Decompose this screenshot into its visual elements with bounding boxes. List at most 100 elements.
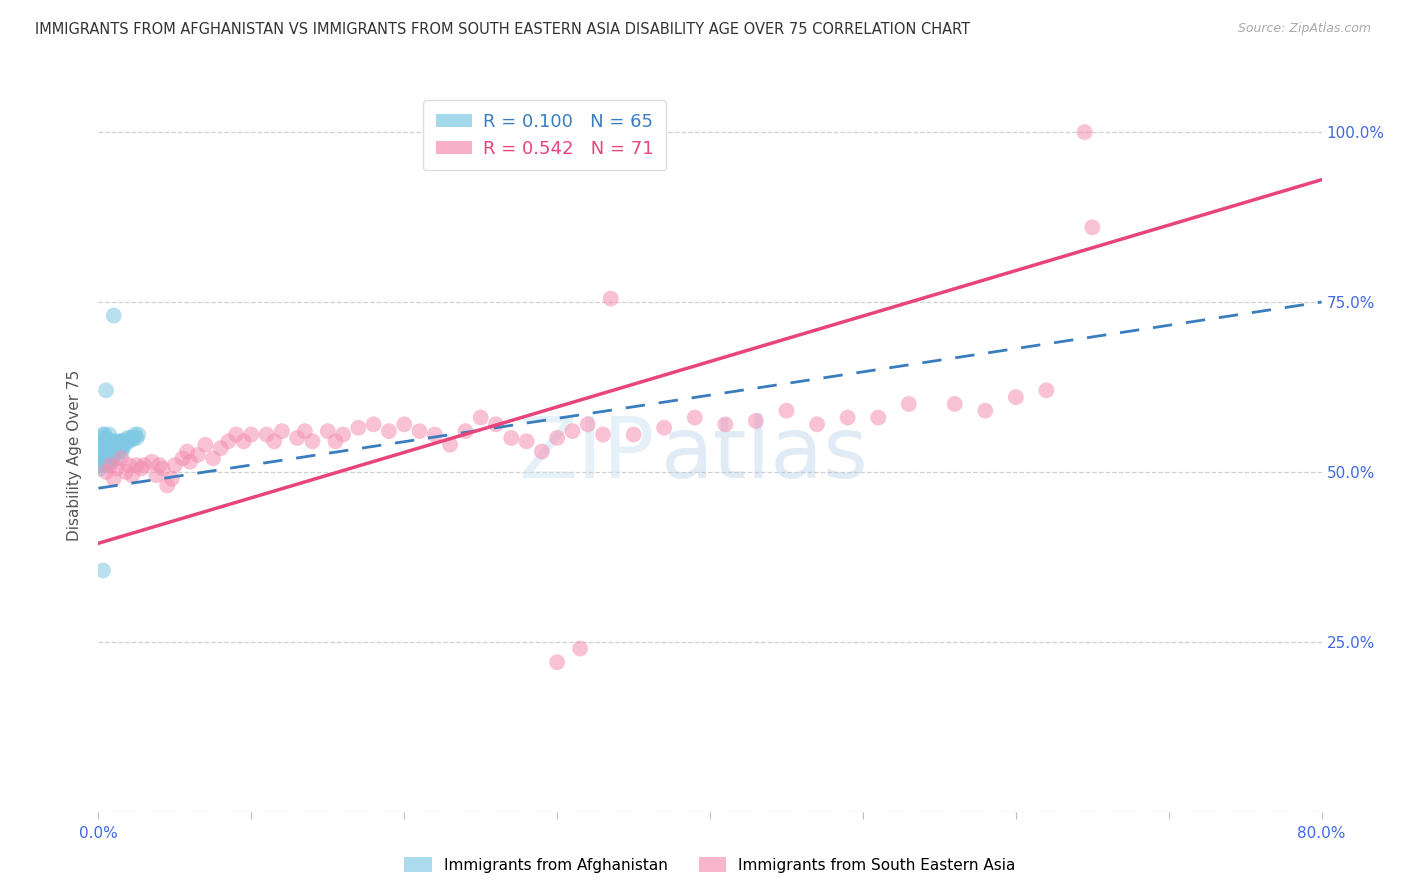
Point: [1081, 220, 1104, 235]
Point: [103, 448, 125, 462]
Point: [561, 424, 583, 438]
Point: [98, 427, 121, 442]
Point: [1035, 384, 1057, 398]
Point: [98, 444, 121, 458]
Point: [897, 397, 920, 411]
Point: [546, 655, 568, 669]
Legend: Immigrants from Afghanistan, Immigrants from South Eastern Asia: Immigrants from Afghanistan, Immigrants …: [398, 851, 1022, 879]
Point: [105, 461, 128, 475]
Point: [187, 448, 209, 462]
Point: [176, 444, 198, 458]
Point: [94, 438, 117, 452]
Point: [325, 434, 347, 449]
Point: [105, 434, 128, 449]
Point: [163, 458, 186, 472]
Point: [107, 444, 129, 458]
Point: [530, 444, 553, 458]
Point: [103, 441, 125, 455]
Point: [270, 424, 292, 438]
Point: [103, 472, 125, 486]
Point: [217, 434, 239, 449]
Point: [105, 441, 128, 455]
Point: [347, 421, 370, 435]
Point: [1004, 390, 1026, 404]
Point: [546, 431, 568, 445]
Point: [868, 410, 890, 425]
Text: atlas: atlas: [661, 413, 869, 497]
Point: [454, 424, 477, 438]
Point: [97, 455, 120, 469]
Point: [592, 427, 614, 442]
Point: [745, 414, 768, 428]
Point: [714, 417, 737, 432]
Point: [569, 641, 592, 656]
Point: [129, 461, 152, 475]
Point: [91, 438, 114, 452]
Point: [110, 451, 132, 466]
Point: [89, 451, 111, 466]
Point: [111, 434, 134, 449]
Point: [115, 465, 138, 479]
Point: [97, 441, 120, 455]
Point: [179, 455, 201, 469]
Point: [98, 438, 121, 452]
Point: [160, 472, 183, 486]
Point: [121, 468, 143, 483]
Point: [120, 431, 142, 445]
Point: [202, 451, 225, 466]
Y-axis label: Disability Age Over 75: Disability Age Over 75: [67, 369, 83, 541]
Point: [115, 434, 138, 449]
Point: [118, 458, 141, 472]
Point: [294, 424, 316, 438]
Point: [97, 448, 120, 462]
Point: [124, 427, 146, 442]
Point: [149, 458, 172, 472]
Point: [623, 427, 645, 442]
Point: [470, 410, 492, 425]
Point: [94, 451, 117, 466]
Point: [118, 434, 141, 449]
Point: [141, 455, 163, 469]
Point: [232, 434, 254, 449]
Point: [89, 461, 111, 475]
Point: [516, 434, 538, 449]
Point: [485, 417, 508, 432]
Point: [125, 431, 148, 445]
Point: [125, 458, 148, 472]
Point: [91, 564, 114, 578]
Point: [90, 434, 112, 449]
Point: [101, 441, 124, 455]
Point: [94, 431, 117, 445]
Point: [100, 455, 122, 469]
Point: [103, 309, 125, 323]
Point: [110, 444, 132, 458]
Point: [111, 441, 134, 455]
Point: [408, 424, 430, 438]
Point: [683, 410, 706, 425]
Point: [107, 438, 129, 452]
Point: [94, 444, 117, 458]
Point: [100, 434, 122, 449]
Point: [439, 438, 461, 452]
Point: [93, 434, 115, 449]
Point: [101, 434, 124, 449]
Point: [121, 432, 143, 446]
Point: [332, 427, 354, 442]
Text: ZIP: ZIP: [519, 413, 655, 497]
Point: [104, 444, 127, 458]
Point: [240, 427, 263, 442]
Point: [89, 458, 111, 472]
Point: [378, 424, 401, 438]
Point: [110, 434, 132, 449]
Point: [91, 458, 114, 472]
Point: [100, 458, 122, 472]
Point: [91, 431, 114, 445]
Point: [285, 431, 308, 445]
Point: [105, 451, 128, 466]
Point: [94, 465, 117, 479]
Point: [806, 417, 828, 432]
Point: [301, 434, 323, 449]
Point: [134, 458, 156, 472]
Point: [103, 434, 125, 449]
Point: [97, 434, 120, 449]
